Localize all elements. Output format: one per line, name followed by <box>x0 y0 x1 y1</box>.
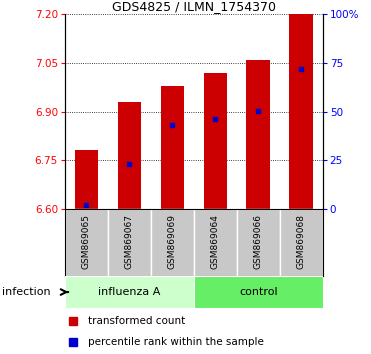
Text: GSM869067: GSM869067 <box>125 214 134 269</box>
Text: GSM869068: GSM869068 <box>297 214 306 269</box>
Text: GSM869066: GSM869066 <box>254 214 263 269</box>
Text: infection: infection <box>2 287 50 297</box>
Bar <box>108 209 151 276</box>
Bar <box>75 150 98 209</box>
Text: GSM869069: GSM869069 <box>168 214 177 269</box>
Bar <box>194 276 323 308</box>
Bar <box>246 59 270 209</box>
Text: transformed count: transformed count <box>88 316 186 326</box>
Bar <box>194 209 237 276</box>
Bar <box>65 209 108 276</box>
Bar <box>151 209 194 276</box>
Bar <box>118 102 141 209</box>
Bar <box>65 276 194 308</box>
Text: GSM869064: GSM869064 <box>211 214 220 269</box>
Text: influenza A: influenza A <box>98 287 161 297</box>
Bar <box>280 209 323 276</box>
Text: percentile rank within the sample: percentile rank within the sample <box>88 337 264 348</box>
Title: GDS4825 / ILMN_1754370: GDS4825 / ILMN_1754370 <box>112 0 276 13</box>
Bar <box>237 209 280 276</box>
Bar <box>289 14 313 209</box>
Text: GSM869065: GSM869065 <box>82 214 91 269</box>
Bar <box>204 73 227 209</box>
Text: control: control <box>239 287 278 297</box>
Bar <box>161 86 184 209</box>
